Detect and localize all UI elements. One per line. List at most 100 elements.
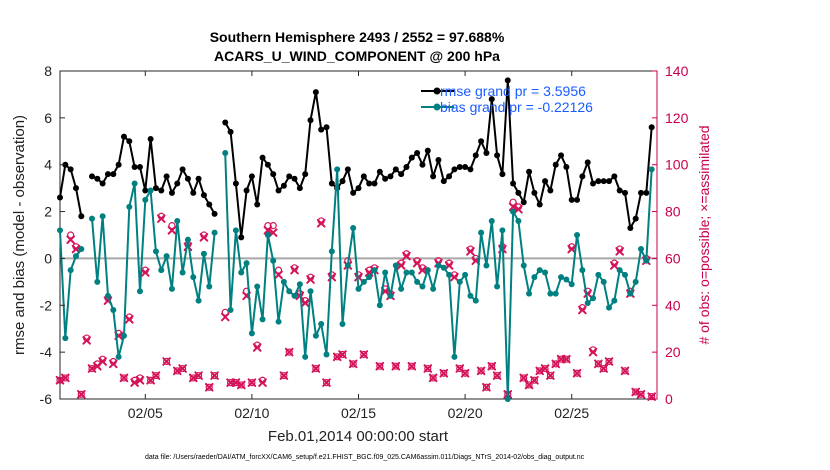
obs-possible-marker (312, 364, 320, 373)
obs-possible-marker (573, 369, 581, 377)
x-axis-ticks: 02/05 02/10 02/15 02/20 02/25 (128, 71, 589, 421)
bias-point (248, 330, 255, 337)
rmse-point (494, 152, 501, 159)
rmse-point (152, 185, 159, 192)
obs-possible-marker (493, 371, 501, 380)
bias-point (280, 278, 287, 285)
right-axis-ticks: 0 20 40 60 80 100 120 140 (652, 63, 689, 407)
obs-assimilated-marker (61, 373, 70, 383)
rmse-point (424, 147, 431, 154)
bias-point (456, 278, 463, 285)
rmse-point (387, 173, 394, 180)
series-lines (57, 77, 655, 402)
obs-assimilated-marker (119, 373, 129, 383)
y-tick-label: 0 (44, 250, 52, 266)
obs-assimilated-marker (578, 305, 587, 315)
bias-point (600, 278, 607, 285)
obs-assimilated-marker (268, 228, 278, 237)
obs-assimilated-marker (210, 371, 219, 380)
bias-point (67, 267, 74, 274)
rmse-point (600, 178, 607, 185)
obs-possible-marker (482, 383, 491, 391)
obs-possible-marker (392, 362, 400, 370)
obs-possible-marker (648, 393, 656, 401)
rmse-point (104, 171, 111, 178)
bias-point (232, 227, 239, 234)
y-axis-label: rmse and bias (model - observation) (11, 115, 28, 355)
obs-assimilated-marker (279, 371, 289, 380)
obs-assimilated-marker (77, 390, 86, 399)
obs-possible-marker (440, 369, 448, 377)
obs-assimilated-marker (274, 270, 283, 280)
bias-point (158, 267, 165, 274)
bias-point (558, 274, 565, 281)
bias-point (584, 299, 591, 306)
bias-point (62, 335, 69, 342)
rmse-point (360, 173, 367, 180)
rmse-point (286, 173, 293, 180)
bias-point (472, 297, 479, 304)
bias-point (291, 292, 298, 299)
y-tick-label: -6 (40, 391, 53, 407)
obs-assimilated-marker (636, 390, 646, 399)
bias-point (526, 290, 533, 297)
x-tick-label: 02/25 (554, 405, 589, 421)
rmse-point (270, 171, 277, 178)
obs-possible-marker (264, 222, 272, 230)
bias-point (648, 166, 655, 173)
obs-assimilated-marker (156, 214, 166, 223)
bias-point (72, 253, 79, 260)
bias-point (478, 229, 485, 236)
rmse-point (440, 178, 447, 185)
right-tick-label: 60 (665, 250, 681, 266)
rmse-point (627, 224, 634, 231)
obs-possible-marker (546, 371, 554, 380)
bias-point (334, 166, 341, 173)
y-tick-label: 8 (44, 63, 52, 79)
rmse-point (590, 180, 597, 187)
legend-bias-label: bias grand pr = -0.22126 (440, 99, 593, 115)
obs-assimilated-marker (359, 350, 369, 359)
rmse-point (350, 189, 357, 196)
obs-possible-marker (322, 379, 331, 387)
rmse-point (222, 119, 229, 126)
obs-assimilated-marker (231, 378, 241, 387)
bias-point (510, 208, 517, 215)
bias-point (622, 271, 629, 278)
bias-point (414, 278, 421, 285)
rmse-point (62, 161, 69, 168)
bias-point (136, 288, 143, 295)
rmse-point (408, 154, 415, 161)
obs-possible-marker (77, 390, 85, 398)
obs-assimilated-marker (167, 226, 177, 235)
bias-point (190, 274, 197, 281)
bias-point (419, 283, 426, 290)
obs-assimilated-marker (599, 364, 608, 373)
bias-point (563, 276, 570, 283)
obs-assimilated-marker (322, 378, 331, 387)
rmse-point (174, 180, 181, 187)
obs-possible-marker (408, 362, 416, 370)
rmse-point (339, 178, 346, 185)
obs-assimilated-marker (487, 361, 497, 371)
rmse-point (136, 164, 143, 171)
rmse-point (88, 173, 95, 180)
rmse-point (211, 210, 218, 217)
bias-point (94, 278, 101, 285)
bias-point (147, 187, 154, 194)
obs-possible-marker (163, 357, 171, 366)
rmse-point (296, 185, 303, 192)
obs-possible-marker (429, 374, 437, 382)
rmse-point (67, 166, 74, 173)
bias-point (339, 321, 346, 328)
obs-assimilated-marker (546, 371, 555, 380)
rmse-point (456, 164, 463, 171)
rmse-point (344, 166, 351, 173)
bias-point (115, 353, 122, 360)
rmse-point (595, 178, 602, 185)
bias-point (382, 269, 389, 276)
obs-possible-marker (205, 383, 213, 391)
rmse-point (200, 192, 207, 199)
rmse-point (78, 213, 85, 220)
